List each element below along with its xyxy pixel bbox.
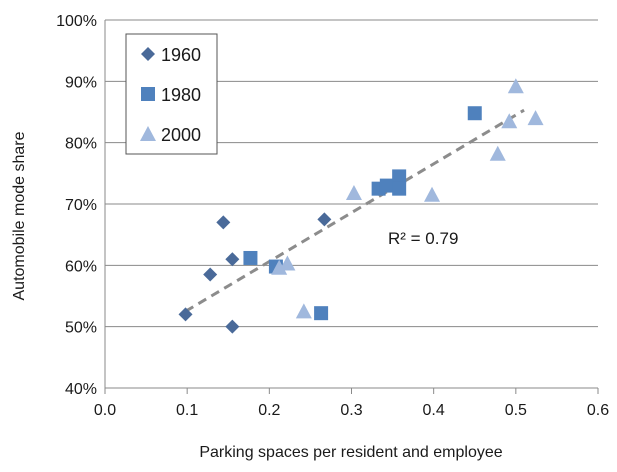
- point-1960-diamond: [203, 267, 218, 282]
- x-tick-label: 0.6: [587, 402, 609, 419]
- x-tick-label: 0.0: [94, 402, 116, 419]
- x-tick-label: 0.5: [505, 402, 527, 419]
- legend-marker-square-icon: [141, 87, 155, 101]
- data-points: [178, 78, 544, 334]
- point-2000-triangle: [424, 186, 441, 202]
- x-axis-label: Parking spaces per resident and employee: [199, 444, 502, 461]
- point-1980-square: [243, 250, 258, 265]
- point-2000-triangle: [279, 255, 296, 271]
- y-tick-label: 100%: [56, 13, 97, 30]
- y-tick-label: 80%: [65, 136, 97, 153]
- y-tick-label: 90%: [65, 74, 97, 91]
- x-tick-label: 0.2: [258, 402, 280, 419]
- legend-marker-diamond-icon: [141, 47, 155, 61]
- x-tick-labels: 0.0 0.1 0.2 0.3 0.4 0.5 0.6: [94, 402, 609, 419]
- point-1960-diamond: [216, 215, 231, 230]
- x-tick-label: 0.4: [423, 402, 445, 419]
- y-tick-labels: 40% 50% 60% 70% 80% 90% 100%: [56, 13, 97, 398]
- point-2000-triangle: [295, 303, 312, 319]
- point-1980-square: [392, 181, 407, 196]
- legend-label: 1960: [161, 45, 201, 65]
- y-tick-label: 70%: [65, 197, 97, 214]
- point-1980-square: [379, 178, 394, 193]
- x-tick-label: 0.3: [340, 402, 362, 419]
- point-1980-square: [467, 106, 482, 121]
- point-2000-triangle: [527, 110, 544, 126]
- point-2000-triangle: [489, 145, 506, 161]
- point-2000-triangle: [501, 113, 518, 129]
- point-2000-triangle: [271, 259, 288, 275]
- point-1960-diamond: [317, 212, 332, 227]
- x-tick-label: 0.1: [176, 402, 198, 419]
- y-tick-label: 60%: [65, 258, 97, 275]
- y-tick-label: 50%: [65, 320, 97, 337]
- legend-label: 1980: [161, 85, 201, 105]
- legend-label: 2000: [161, 125, 201, 145]
- point-2000-triangle: [507, 78, 524, 94]
- point-1980-square: [392, 169, 407, 184]
- trendline: [184, 108, 525, 313]
- y-tick-label: 40%: [65, 381, 97, 398]
- point-1960-diamond: [225, 252, 240, 267]
- r-squared-annotation: R² = 0.79: [388, 229, 458, 248]
- point-1960-diamond: [225, 319, 240, 334]
- point-1960-diamond: [178, 307, 193, 322]
- trendline-group: [184, 108, 525, 313]
- point-1980-square: [314, 306, 329, 321]
- legend-marker-triangle-icon: [140, 126, 156, 141]
- point-2000-triangle: [345, 184, 362, 200]
- gridlines: [104, 19, 599, 394]
- legend: 1960 1980 2000: [125, 33, 218, 155]
- y-axis-label: Automobile mode share: [11, 131, 28, 300]
